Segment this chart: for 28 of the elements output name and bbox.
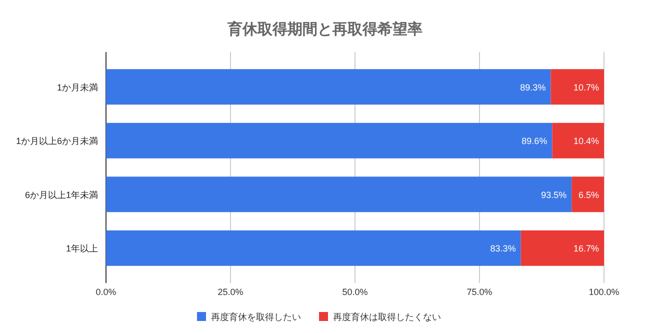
data-label: 89.6% — [522, 136, 548, 146]
x-tick-label: 75.0% — [466, 287, 492, 297]
x-tick-label: 100.0% — [588, 287, 620, 297]
bar — [550, 69, 604, 105]
bar — [520, 230, 604, 266]
data-label: 93.5% — [541, 190, 567, 200]
data-label: 89.3% — [520, 82, 546, 92]
x-tick-label: 0.0% — [96, 287, 116, 297]
legend-label: 再度育休は取得したくない — [333, 312, 441, 322]
data-label: 83.3% — [490, 244, 516, 254]
y-tick-label: 1か月以上6か月未満 — [16, 136, 98, 146]
bar — [106, 122, 552, 158]
bar — [106, 69, 551, 105]
bar — [572, 176, 604, 212]
x-tick-label: 25.0% — [218, 287, 244, 297]
data-label: 10.4% — [573, 136, 599, 146]
y-tick-label: 1か月未満 — [56, 82, 98, 92]
legend-label: 再度育休を取得したい — [211, 312, 301, 322]
y-tick-label: 1年以上 — [66, 244, 98, 254]
data-label: 6.5% — [578, 190, 599, 200]
x-tick-label: 50.0% — [342, 287, 368, 297]
chart-title: 育休取得期間と再取得希望率 — [226, 20, 422, 38]
bar — [552, 122, 604, 158]
y-tick-label: 6か月以上1年未満 — [24, 190, 98, 200]
data-label: 16.7% — [573, 244, 599, 254]
data-label: 10.7% — [573, 82, 599, 92]
bar — [106, 176, 572, 212]
bar — [106, 230, 521, 266]
